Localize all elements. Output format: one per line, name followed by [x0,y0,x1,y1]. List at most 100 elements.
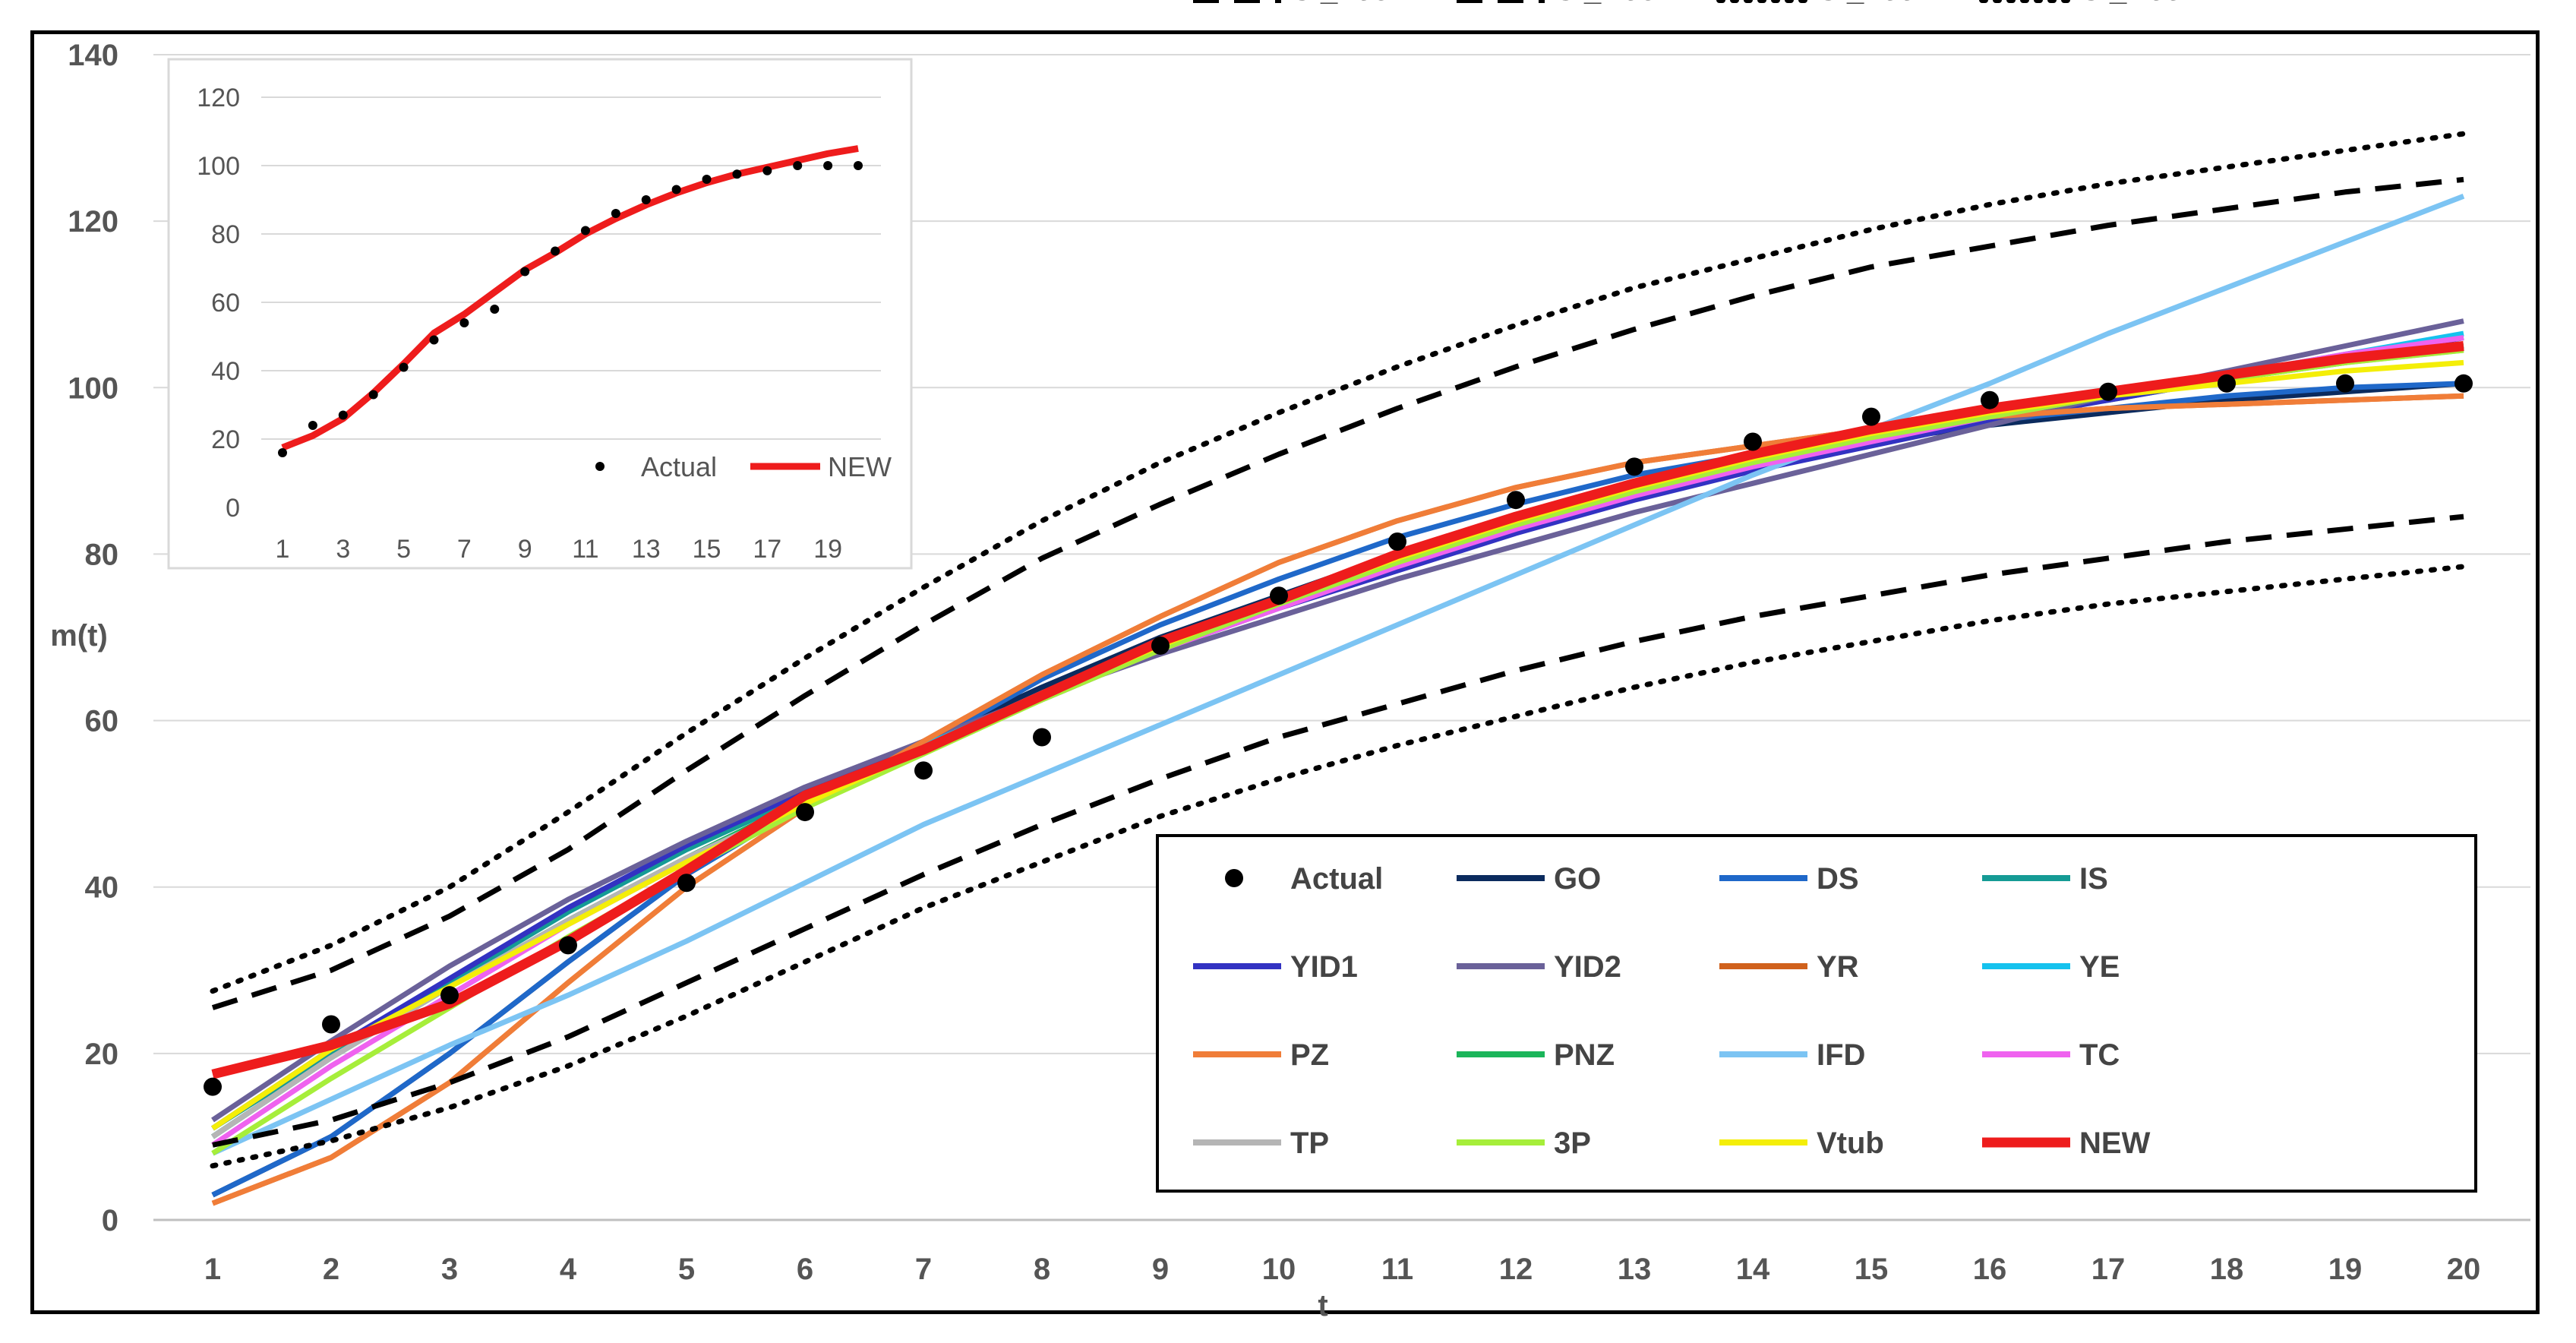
inset-x-tick-label: 11 [572,535,598,564]
legend: Actual GO DS IS YID1 YID2 YR YE PZ PNZ IFD TC TP 3P Vt… [1156,0,2477,1193]
y-tick-label: 120 [68,205,118,239]
x-tick-label: 13 [1618,1253,1652,1286]
actual-point [796,803,814,822]
legend-label-yr: YR [1817,950,1859,984]
inset-y-tick-label: 80 [211,220,240,249]
inset-actual-point [308,421,317,430]
inset-actual-point [399,362,409,372]
inset-y-tick-label: 20 [211,425,240,454]
legend-label-ci-l99: CI_L99 [1817,0,1916,7]
x-tick-label: 8 [1034,1253,1050,1286]
actual-point [1151,636,1170,655]
actual-point [204,1077,222,1096]
actual-point [1625,457,1643,476]
inset-actual-point [854,161,863,170]
actual-point [2454,374,2473,393]
x-tick-label: 17 [2091,1253,2126,1286]
inset-y-tick-label: 100 [197,152,240,181]
actual-point [1507,491,1525,510]
inset-x-tick-label: 5 [396,535,411,564]
legend-label-pnz: PNZ [1554,1038,1615,1072]
x-tick-label: 3 [441,1253,458,1286]
legend-label-go: GO [1554,862,1601,896]
inset-actual-point [459,318,469,327]
actual-point [440,986,459,1005]
y-tick-label: 0 [102,1204,118,1237]
x-tick-label: 11 [1381,1253,1413,1286]
series-line-pz [211,393,2464,1206]
x-tick-label: 16 [1973,1253,2007,1286]
x-tick-label: 14 [1736,1253,1770,1286]
legend-label-ds: DS [1817,862,1859,896]
inset-actual-point [762,166,772,175]
series-line-ci-h99 [210,131,2467,994]
series-line-new [211,341,2464,1079]
legend-label-new: NEW [2079,1127,2151,1160]
inset-actual-point [641,195,651,204]
inset-x-tick-label: 1 [276,535,290,564]
x-tick-label: 7 [915,1253,932,1286]
legend-label-ci-l95: CI_L95 [1290,0,1390,7]
inset-actual-point [551,246,560,256]
x-tick-label: 9 [1152,1253,1169,1286]
legend-label-yid2: YID2 [1554,950,1621,984]
x-tick-label: 20 [2447,1253,2481,1286]
x-axis-label: t [1318,1289,1327,1322]
inset-y-tick-label: 60 [211,289,240,318]
actual-point [1862,407,1880,426]
actual-point [1744,432,1762,451]
legend-label-tc: TC [2079,1038,2120,1072]
y-tick-label: 140 [68,39,118,72]
actual-point [1270,586,1288,605]
legend-label-tp: TP [1290,1127,1329,1160]
inset-actual-point [611,209,620,218]
series-line-ci-h95 [211,176,2464,1010]
inset-actual-point [368,390,378,400]
y-tick-label: 100 [68,371,118,405]
actual-point [2218,374,2236,393]
inset-actual-point [793,161,803,170]
legend-label-vtub: Vtub [1817,1127,1884,1160]
x-tick-label: 19 [2328,1253,2363,1286]
inset-actual-point [732,169,742,179]
legend-label-ci-h95: CI_H95 [1554,0,1657,7]
inset-x-tick-label: 9 [518,535,532,564]
x-tick-label: 18 [2210,1253,2244,1286]
inset-actual-point [278,448,287,457]
actual-point [914,761,933,780]
legend-label-ci-h99: CI_H99 [2079,0,2183,7]
inset-actual-point [338,410,348,420]
inset-actual-point [823,161,833,170]
y-tick-label: 60 [85,705,119,738]
y-axis-label: m(t) [50,619,108,653]
y-tick-label: 80 [85,538,119,571]
inset-actual-point [671,185,681,194]
inset-x-tick-label: 17 [753,535,781,564]
actual-point [2099,382,2117,401]
legend-label-is: IS [2079,862,2108,896]
inset-y-tick-label: 0 [226,494,240,523]
inset-actual-point [702,175,712,184]
legend-label-pz: PZ [1290,1038,1329,1072]
x-tick-label: 10 [1262,1253,1296,1286]
inset-y-tick-label: 120 [197,84,240,112]
x-tick-label: 12 [1499,1253,1533,1286]
actual-point [1388,532,1406,551]
x-tick-label: 1 [204,1253,221,1286]
inset-y-tick-label: 40 [211,357,240,386]
legend-box [1156,834,2477,1193]
inset-series-line-new [281,145,859,451]
legend-label-actual: Actual [1290,862,1383,896]
y-tick-label: 20 [85,1038,119,1071]
inset-actual-point [580,226,590,235]
actual-point [1981,390,1999,409]
inset-legend-label-actual: Actual [641,451,717,482]
inset-x-tick-label: 19 [813,535,842,564]
actual-point [677,874,696,893]
inset-legend-marker-actual [595,462,605,471]
legend-label-yid1: YID1 [1290,950,1358,984]
legend-label-ifd: IFD [1817,1038,1865,1072]
x-tick-label: 15 [1855,1253,1889,1286]
